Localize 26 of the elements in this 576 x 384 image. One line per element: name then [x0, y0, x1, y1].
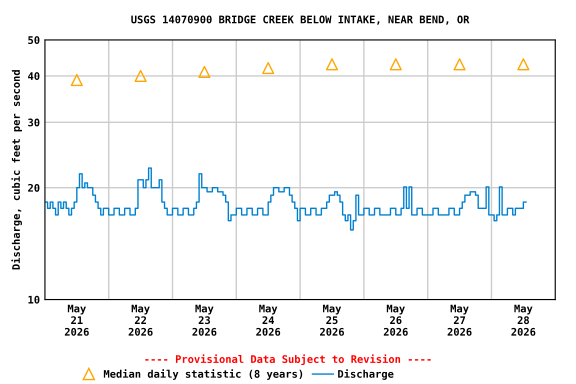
x-tick-label: May 24 2026 — [256, 304, 280, 336]
legend-label: Median daily statistic (8 years) — [104, 369, 302, 380]
text: ---- Provisional Data Subject to Revision ---- — [145, 354, 431, 366]
y-tick-label: 40 — [28, 72, 40, 80]
x-tick-label: May 27 2026 — [448, 304, 472, 336]
point — [517, 58, 530, 70]
x-tick-label: May 28 2026 — [511, 304, 536, 336]
x-tick-label: May 26 2026 — [384, 304, 408, 336]
x-tick-label: May 22 2026 — [128, 304, 153, 336]
point — [454, 58, 466, 70]
y-tick-label: 50 — [28, 36, 40, 44]
point — [262, 62, 274, 74]
x-tick-label: May 23 2026 — [192, 304, 216, 336]
point — [70, 74, 83, 86]
x-tick-label: May 25 2026 — [320, 304, 344, 336]
chart-title: USGS 14070900 BRIDGE CREEK BELOW INTAKE, NEAR BEND, OR — [131, 16, 470, 25]
y-tick-label: 30 — [28, 118, 40, 126]
y-axis-title: Discharge, cubic feet per second — [11, 70, 22, 270]
y-tick-label: 10 — [28, 296, 40, 304]
point — [390, 58, 402, 70]
point — [198, 66, 210, 78]
y-tick-label: 20 — [28, 184, 40, 192]
legend-label: Discharge — [338, 369, 394, 380]
point — [134, 70, 147, 82]
point — [326, 58, 338, 70]
x-tick-label: May 21 2026 — [64, 304, 89, 336]
